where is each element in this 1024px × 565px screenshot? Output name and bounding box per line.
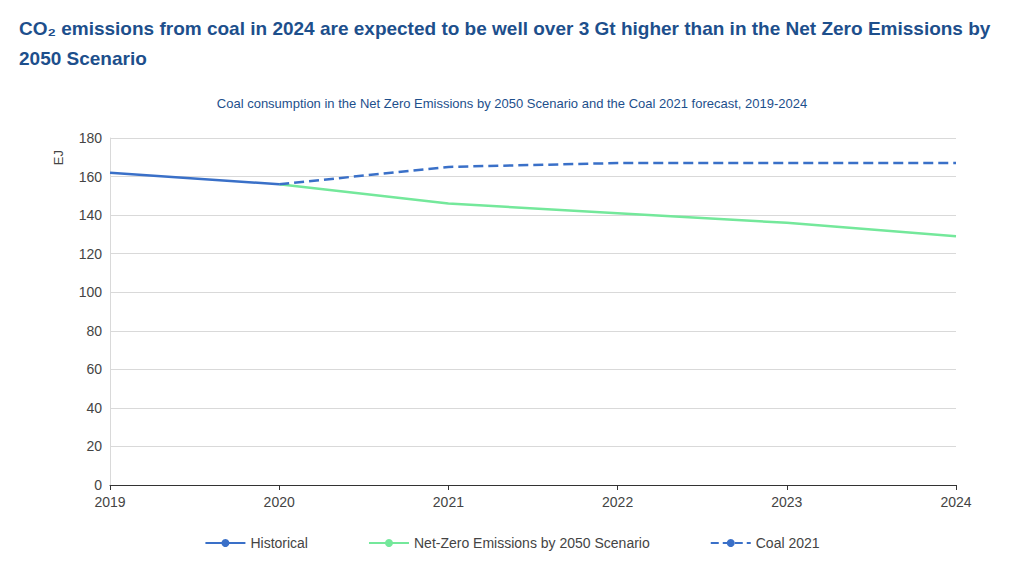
- svg-text:60: 60: [86, 361, 102, 377]
- svg-text:140: 140: [79, 207, 103, 223]
- svg-text:2024: 2024: [940, 494, 971, 510]
- svg-text:2019: 2019: [94, 494, 125, 510]
- svg-text:0: 0: [94, 477, 102, 493]
- svg-text:100: 100: [79, 284, 103, 300]
- svg-text:2021: 2021: [433, 494, 464, 510]
- svg-text:40: 40: [86, 400, 102, 416]
- svg-text:EJ: EJ: [51, 150, 66, 165]
- svg-text:Coal consumption in the Net Ze: Coal consumption in the Net Zero Emissio…: [217, 96, 807, 111]
- svg-text:180: 180: [79, 130, 103, 146]
- svg-text:2020: 2020: [264, 494, 295, 510]
- svg-text:80: 80: [86, 323, 102, 339]
- svg-text:Historical: Historical: [250, 535, 308, 551]
- svg-text:2022: 2022: [602, 494, 633, 510]
- svg-text:Net-Zero Emissions by 2050 Sce: Net-Zero Emissions by 2050 Scenario: [414, 535, 650, 551]
- svg-text:CO₂ emissions from coal in 202: CO₂ emissions from coal in 2024 are expe…: [19, 18, 996, 39]
- svg-text:20: 20: [86, 438, 102, 454]
- svg-text:2023: 2023: [771, 494, 802, 510]
- svg-text:160: 160: [79, 169, 103, 185]
- svg-text:120: 120: [79, 246, 103, 262]
- svg-text:Coal 2021: Coal 2021: [756, 535, 820, 551]
- svg-text:2050 Scenario: 2050 Scenario: [19, 48, 147, 69]
